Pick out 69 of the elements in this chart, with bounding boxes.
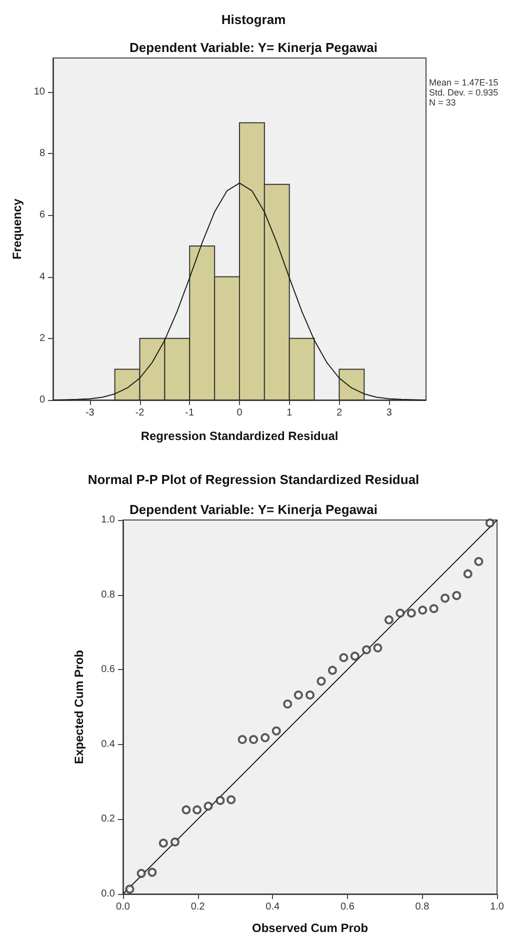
point [406, 608, 416, 618]
y-tick-label: 0 [39, 394, 46, 406]
y-tick-label: 8 [39, 148, 46, 160]
point [260, 733, 270, 742]
point [350, 652, 360, 661]
point [429, 604, 438, 614]
chart-title: Normal P-P Plot of Regression Standardized Residual [88, 472, 420, 487]
chart-subtitle: Dependent Variable: Y= Kinerja Pegawai [130, 502, 378, 517]
point [158, 838, 168, 848]
x-tick-label: 0.4 [266, 902, 280, 912]
point [136, 868, 146, 878]
point [249, 735, 258, 744]
point [463, 569, 472, 578]
x-tick-label: 0 [236, 408, 243, 418]
x-tick-label: -3 [85, 408, 95, 418]
x-tick-label: 3 [386, 408, 392, 418]
point [384, 615, 394, 624]
y-tick-label: 0.0 [101, 888, 116, 900]
chart-title: Histogram [221, 12, 286, 27]
x-tick-label: 1 [286, 408, 293, 418]
text: Mean = 1.47E-15 [429, 78, 498, 88]
point [125, 884, 134, 894]
point [396, 608, 405, 618]
y-tick-label: 0.6 [101, 664, 116, 676]
y-axis-title: Frequency [10, 198, 24, 260]
x-axis-title: Observed Cum Prob [252, 921, 368, 935]
x-axis-title: Regression Standardized Residual [140, 429, 338, 443]
point [216, 796, 225, 805]
point [182, 805, 191, 814]
y-tick-label: 1.0 [101, 514, 116, 526]
point [294, 690, 303, 700]
y-tick-label: 4 [39, 271, 46, 282]
y-tick-label: 2 [39, 332, 46, 344]
point [328, 666, 337, 675]
y-tick-label: 10 [34, 86, 46, 98]
text: N = 33 [429, 98, 456, 108]
point [339, 653, 348, 662]
point [485, 518, 494, 528]
y-tick-label: 0.4 [101, 738, 116, 750]
point [440, 594, 450, 603]
point [362, 645, 372, 654]
point [306, 690, 315, 700]
point [474, 557, 484, 566]
point [238, 735, 247, 744]
x-tick-label: 0.2 [190, 902, 206, 912]
x-tick-label: 0.0 [116, 902, 130, 912]
x-tick-label: 0.8 [415, 902, 430, 912]
x-tick-label: 1.0 [490, 902, 504, 912]
x-tick-label: 2 [336, 408, 342, 418]
x-tick-label: -1 [185, 408, 195, 418]
point [192, 805, 202, 814]
y-tick-label: 0.8 [101, 589, 116, 600]
point [272, 726, 281, 736]
y-tick-label: 0.2 [101, 814, 116, 825]
point [418, 606, 428, 615]
x-tick-label: 0.6 [340, 902, 355, 912]
text: Std. Dev. = 0.935 [429, 88, 498, 98]
y-tick-label: 6 [39, 210, 46, 221]
point [226, 795, 236, 804]
point [373, 643, 382, 652]
point [148, 868, 157, 877]
chart-subtitle: Dependent Variable: Y= Kinerja Pegawai [130, 40, 378, 55]
point [283, 700, 292, 709]
y-axis-title: Expected Cum Prob [72, 650, 86, 764]
point [452, 591, 462, 600]
point [170, 838, 180, 847]
point [316, 676, 326, 686]
x-tick-label: -2 [135, 408, 145, 418]
point [204, 802, 213, 811]
